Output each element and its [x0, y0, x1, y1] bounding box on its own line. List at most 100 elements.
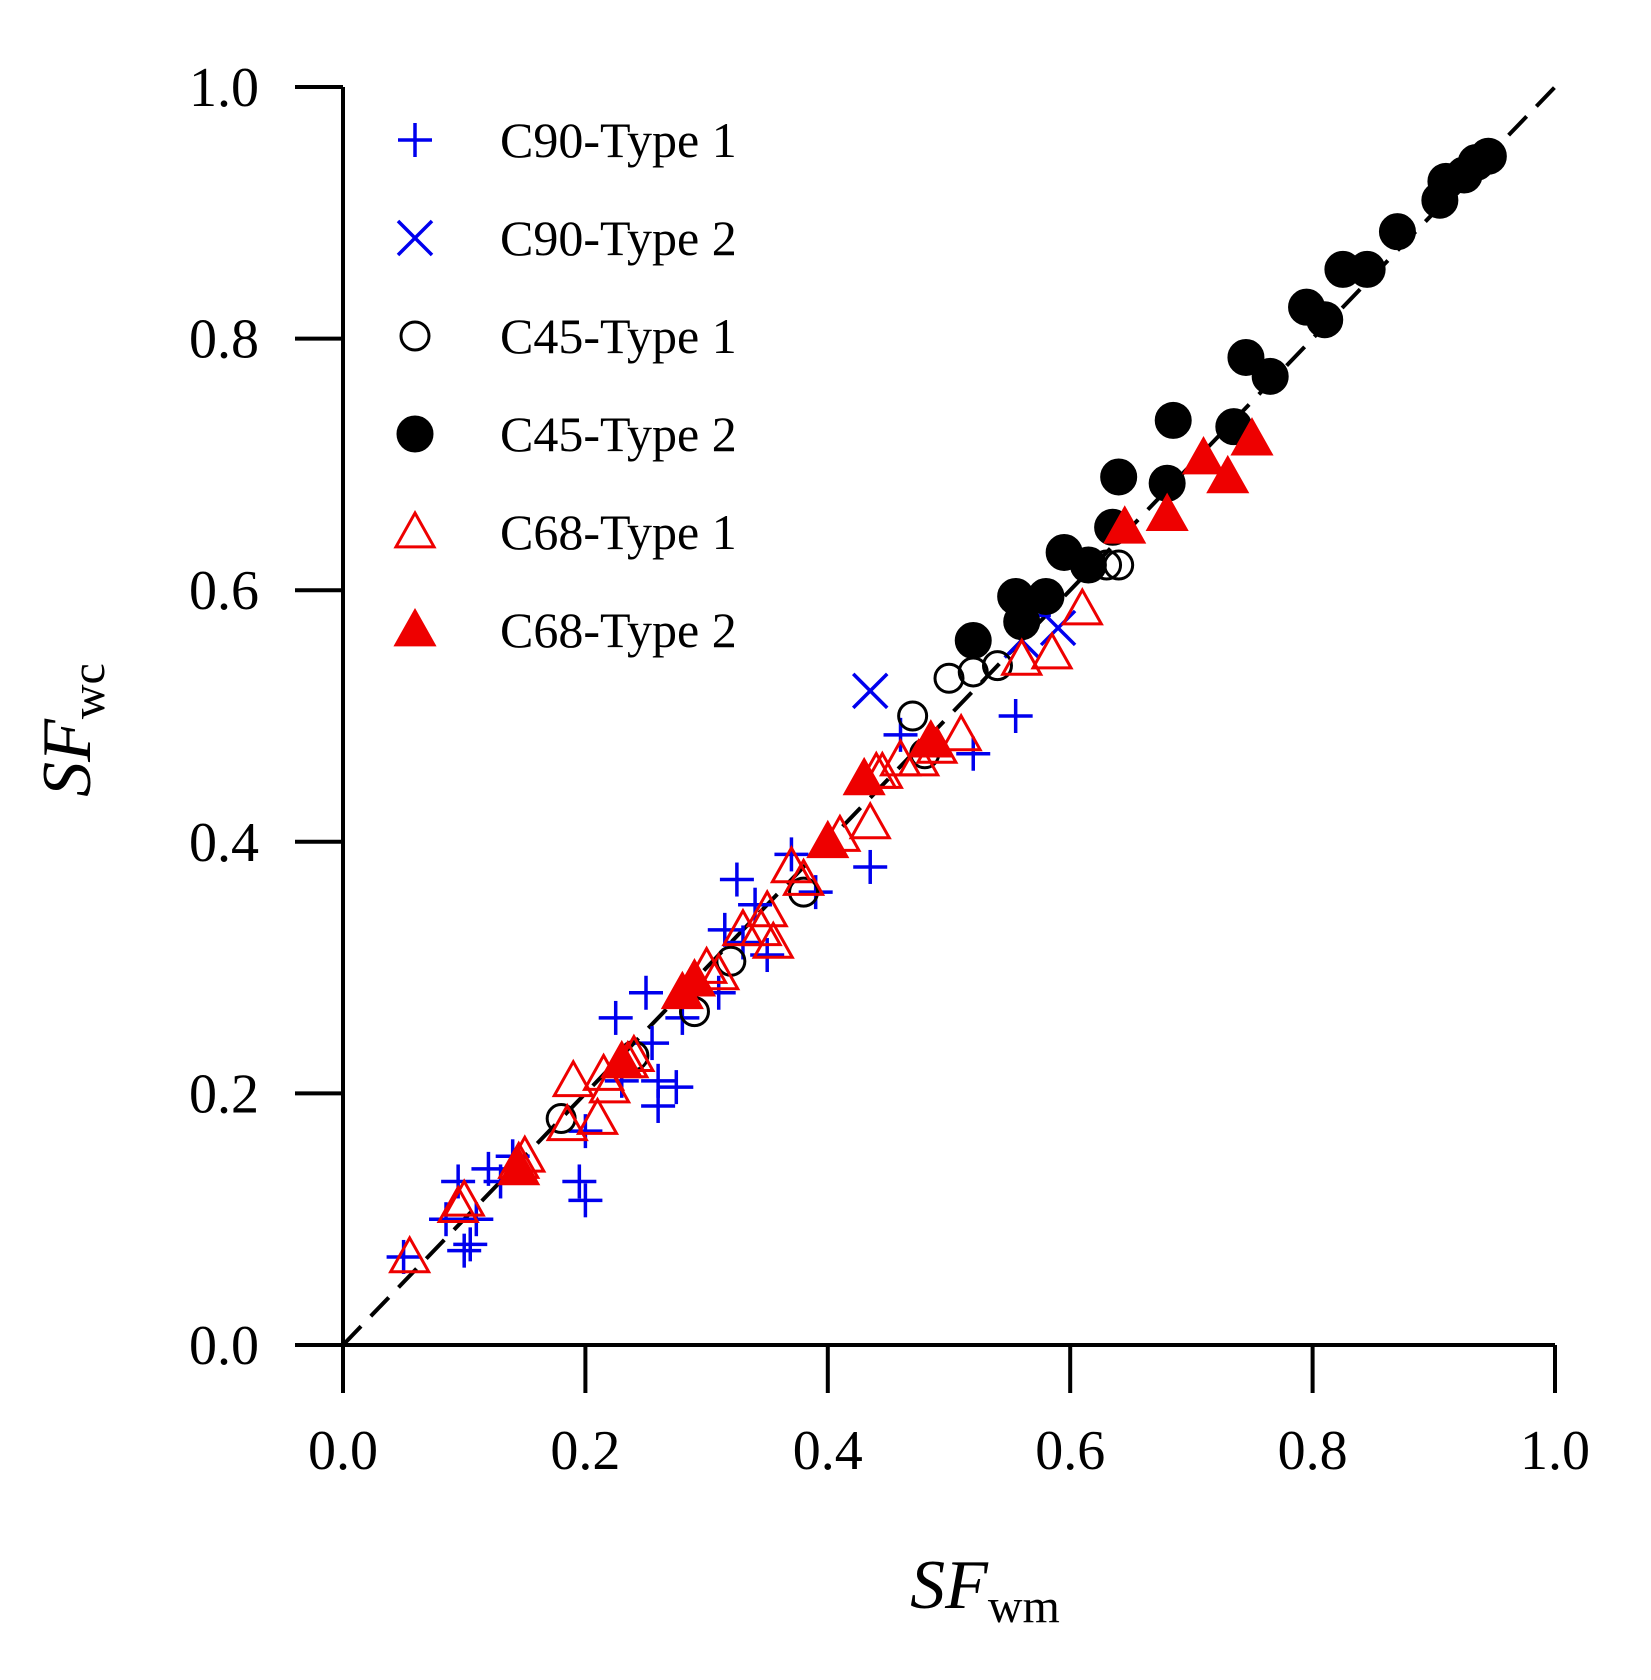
data-point [1154, 401, 1192, 439]
data-point [568, 1183, 603, 1218]
data-point [453, 1227, 488, 1262]
ticks-layer: 0.0 0.2 0.4 0.6 0.8 1.0 0.0 0.2 0.4 0.6 0.8 1.0 [189, 57, 1590, 1482]
data-point [774, 837, 809, 872]
x-tick-label: 0.8 [1278, 1420, 1348, 1482]
data-point [1306, 301, 1344, 339]
x-tick-label: 0.6 [1035, 1420, 1105, 1482]
data-point [933, 662, 965, 694]
data-point [1378, 213, 1416, 251]
data-point [1348, 250, 1386, 288]
x-axis-title-sub: wm [988, 1580, 1060, 1633]
data-point [1206, 454, 1250, 494]
data-point [1145, 492, 1189, 532]
legend-label: C68-Type 1 [500, 504, 737, 560]
data-point [981, 650, 1013, 682]
data-point [751, 920, 795, 959]
data-point [1100, 458, 1138, 496]
legend-item-c45-type-1: C45-Type 1 [399, 308, 737, 364]
data-point [442, 1178, 486, 1217]
data-point [588, 1065, 632, 1104]
data-point [551, 1058, 595, 1098]
data-point [745, 888, 789, 928]
legend-item-c90-type-1: C90-Type 1 [398, 112, 737, 168]
y-axis-title-sub: wc [62, 663, 115, 719]
data-point [909, 719, 953, 758]
reference-line [341, 85, 1557, 1347]
legend-marker [393, 607, 437, 647]
legend-marker [393, 509, 437, 549]
data-point [939, 712, 983, 752]
data-point [897, 700, 929, 732]
series-c90-type-1 [386, 598, 1051, 1274]
data-point [388, 1234, 432, 1274]
data-point [600, 1039, 644, 1079]
x-tick-label: 0.4 [793, 1420, 863, 1482]
legend-item-c68-type-1: C68-Type 1 [393, 504, 737, 560]
data-point [1181, 436, 1226, 475]
data-point [806, 819, 850, 859]
legend-label: C45-Type 2 [500, 406, 737, 462]
legend-item-c90-type-2: C90-Type 2 [396, 210, 737, 266]
data-point [447, 1233, 482, 1268]
data-point [497, 1146, 541, 1186]
y-axis-title: SFwc [29, 663, 115, 797]
data-point [954, 622, 992, 660]
legend-label: C90-Type 2 [500, 210, 737, 266]
y-axis-title-main: SF [29, 718, 106, 797]
x-axis-title-main: SF [910, 1547, 989, 1624]
data-point [1469, 137, 1507, 175]
y-tick-label: 0.6 [189, 560, 259, 622]
data-point [956, 736, 991, 771]
y-tick-label: 0.8 [189, 309, 259, 371]
data-point [853, 849, 888, 884]
data-point [1030, 631, 1074, 670]
legend-marker [398, 123, 432, 157]
legend-marker [399, 320, 431, 352]
legend-label: C45-Type 1 [500, 308, 737, 364]
data-point [641, 1063, 676, 1098]
data-point [562, 1164, 597, 1199]
series-c68-type-2 [497, 417, 1274, 1186]
data-point [672, 958, 717, 997]
data-point [842, 756, 886, 796]
data-point [860, 750, 904, 789]
data-point [598, 1000, 633, 1035]
legend-label: C68-Type 2 [500, 602, 737, 658]
data-point [1000, 637, 1044, 676]
y-tick-label: 1.0 [189, 57, 259, 119]
legend-item-c68-type-2: C68-Type 2 [393, 602, 737, 658]
data-points-layer [386, 137, 1507, 1274]
data-point [781, 857, 826, 896]
data-point [719, 862, 754, 897]
legend-marker [396, 415, 434, 453]
legend-item-c45-type-2: C45-Type 2 [396, 406, 737, 462]
x-tick-label: 0.2 [550, 1420, 620, 1482]
series-c45-type-2 [954, 137, 1507, 660]
legend-label: C90-Type 1 [500, 112, 737, 168]
data-point [1103, 549, 1135, 581]
x-tick-label: 1.0 [1520, 1420, 1590, 1482]
data-point [1227, 338, 1265, 376]
data-point [1230, 417, 1274, 456]
data-point [1069, 546, 1107, 584]
y-tick-label: 0.0 [189, 1315, 259, 1377]
data-point [851, 672, 889, 710]
reference-line-layer [341, 85, 1557, 1347]
data-point [1027, 577, 1065, 615]
data-point [575, 1096, 620, 1135]
data-point [659, 1070, 694, 1105]
y-tick-label: 0.2 [189, 1063, 259, 1125]
data-point [386, 1239, 421, 1274]
x-axis-title: SFwm [910, 1547, 1060, 1633]
data-point [1251, 357, 1289, 395]
y-tick-label: 0.4 [189, 812, 259, 874]
data-point [897, 737, 941, 777]
data-point [848, 800, 892, 840]
data-point [788, 876, 820, 908]
data-point [1103, 505, 1147, 544]
data-point [436, 1184, 480, 1223]
data-point [1039, 609, 1077, 647]
data-point [697, 951, 741, 991]
data-point [998, 699, 1033, 733]
